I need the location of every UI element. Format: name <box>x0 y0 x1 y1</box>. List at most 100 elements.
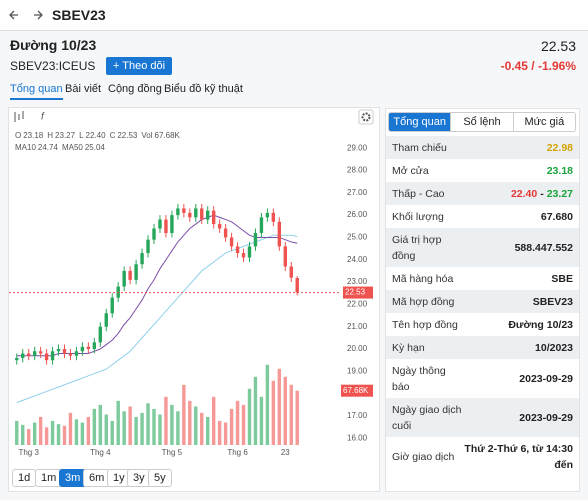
candle-body <box>253 232 258 247</box>
quote-sep: - <box>540 187 544 200</box>
follow-label[interactable]: Theo dõi <box>122 60 166 72</box>
settings-button[interactable] <box>358 109 374 125</box>
candle-body <box>152 228 156 240</box>
volume-bar <box>223 422 228 445</box>
tab[interactable]: Bài viết <box>65 83 102 95</box>
candle-body <box>188 212 192 218</box>
candle-body <box>146 239 150 254</box>
volume-bar <box>21 424 25 445</box>
quote-high: 23.27 <box>546 187 573 200</box>
volume-bar <box>289 384 293 445</box>
quote-value: SBEV23 <box>532 295 573 308</box>
volume-bar <box>74 419 79 445</box>
y-tick-label: 26.00 <box>347 210 368 219</box>
candle-tool-icon[interactable] <box>14 111 24 122</box>
period-button[interactable]: 3m <box>59 469 87 487</box>
legend-label: L <box>79 131 84 140</box>
volume-bar <box>86 416 91 445</box>
period-button[interactable]: 1m <box>35 469 63 487</box>
y-tick-label: 17.00 <box>347 411 368 420</box>
volume-bar <box>68 412 73 445</box>
candle-body <box>206 210 210 220</box>
volume-bar <box>170 404 174 445</box>
legend-label: Vol <box>141 131 152 140</box>
quote-value-cell: 588.447.552 <box>515 240 573 256</box>
volume-bar <box>188 400 192 445</box>
volume-bar <box>134 416 138 445</box>
quote-row: Mã hợp đồng SBEV23 <box>386 290 579 313</box>
candle-body <box>164 219 168 233</box>
quote-value: 2023-09-29 <box>519 411 573 424</box>
quote-label: Mã hợp đồng <box>392 295 455 308</box>
candle-body <box>140 253 144 265</box>
symbol: SBEV23:ICEUS <box>10 59 96 73</box>
ma10-line <box>16 214 298 357</box>
price: 22.53 <box>540 38 576 54</box>
quote-value: 588.447.552 <box>514 241 573 254</box>
volume-bar <box>92 408 97 445</box>
quote-label: Tên hợp đồng <box>392 318 458 331</box>
volume-bar <box>241 404 246 445</box>
candle-body <box>277 221 282 247</box>
volume-bar <box>194 406 198 445</box>
last-price-label: 22.53 <box>345 288 366 297</box>
period-button[interactable]: 6m <box>83 469 111 487</box>
quote-tab[interactable]: Tổng quan <box>389 113 451 131</box>
settings-icon[interactable] <box>361 112 371 122</box>
quote-row: Kỳ hạn 10/2023 <box>386 336 579 359</box>
period-button[interactable]: 3y <box>127 469 151 487</box>
candle-body <box>271 212 276 222</box>
candle-body <box>68 353 73 356</box>
period-button[interactable]: 1d <box>12 469 37 487</box>
candle-body <box>158 219 162 229</box>
volume-bar <box>211 396 216 445</box>
quote-panel: Tổng quan Sổ lệnh Mức giá Tham chiếu 22.98 Mở… <box>385 108 580 492</box>
volume-bar <box>247 388 252 445</box>
y-tick-label: 23.00 <box>347 277 368 286</box>
volume-tag <box>341 384 373 397</box>
period-button[interactable]: 5y <box>148 469 172 487</box>
candle-body <box>38 351 43 354</box>
change: -0.45 / -1.96% <box>500 59 576 73</box>
volume-bar <box>229 408 234 445</box>
tab[interactable]: Biểu đồ kỹ thuật <box>164 83 243 95</box>
volume-bar <box>176 411 180 445</box>
quote-value: 67.680 <box>540 210 573 223</box>
quote-label: Thấp - Cao <box>392 187 445 200</box>
legend-value: 22.53 <box>117 131 138 140</box>
quote-tab[interactable]: Mức giá <box>512 113 575 131</box>
candle-body <box>98 326 103 343</box>
candle-body <box>229 237 234 247</box>
indicator-icon[interactable]: f <box>41 112 45 123</box>
volume-bar <box>277 368 282 445</box>
nav-title: SBEV23 <box>52 7 106 23</box>
quote-tab[interactable]: Sổ lệnh <box>450 113 512 131</box>
tab[interactable]: Cộng đồng <box>108 83 162 95</box>
quote-row: Ngày giao dịch cuối 2023-09-29 <box>386 398 579 437</box>
nav-bar: SBEV23 <box>0 0 588 31</box>
quote-rows: Tham chiếu 22.98 Mở cửa 23.18 Thấp - Cao 22.4… <box>386 136 579 476</box>
tab[interactable]: Tổng quan <box>10 83 63 100</box>
volume-bar <box>271 380 276 445</box>
ma50-line <box>16 234 298 404</box>
follow-button[interactable]: + Theo dõi <box>106 57 173 75</box>
name: Đường 10/23 <box>10 37 97 53</box>
candle-body <box>26 353 31 356</box>
quote-label: Mã hàng hóa <box>392 272 454 285</box>
candle-body <box>176 208 180 216</box>
candle-body <box>289 266 293 278</box>
legend-value: 23.27 <box>55 131 76 140</box>
volume-bar <box>56 424 61 445</box>
volume-bar <box>235 400 240 445</box>
quote-label: Giờ giao dịch <box>392 450 455 463</box>
quote-row: Khối lượng 67.680 <box>386 205 579 228</box>
quote-row: Thấp - Cao 22.40-23.27 <box>386 182 579 205</box>
volume-bar <box>104 414 108 445</box>
candle-body <box>86 346 91 350</box>
quote-value-cell: Đường 10/23 <box>508 317 573 333</box>
nav-arrows[interactable] <box>8 8 44 22</box>
candle-body <box>217 224 222 229</box>
candle-body <box>241 253 246 258</box>
x-tick-label: 23 <box>281 448 290 457</box>
